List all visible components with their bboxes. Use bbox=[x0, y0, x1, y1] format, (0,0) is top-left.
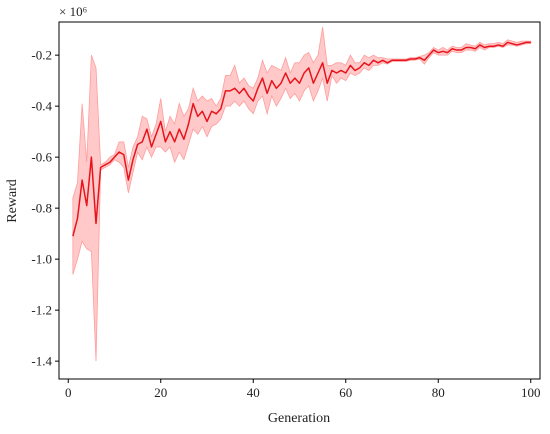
x-tick-label: 80 bbox=[432, 385, 445, 400]
y-axis-ticks: -1.4 -1.2 -1.0 -0.8 -0.6 -0.4 -0.2 bbox=[31, 48, 59, 369]
x-axis-ticks: 0 20 40 60 80 100 bbox=[65, 379, 541, 400]
x-tick-label: 60 bbox=[339, 385, 352, 400]
y-tick-label: -1.4 bbox=[31, 354, 52, 369]
variance-band-layer bbox=[72, 27, 532, 362]
x-tick-label: 100 bbox=[521, 385, 541, 400]
mean-line-layer bbox=[72, 41, 531, 237]
x-tick-label: 40 bbox=[247, 385, 260, 400]
y-tick-label: -0.4 bbox=[31, 99, 52, 114]
variance-band-0 bbox=[72, 27, 532, 362]
y-tick-label: -1.2 bbox=[31, 303, 52, 318]
x-tick-label: 20 bbox=[154, 385, 167, 400]
x-tick-label: 0 bbox=[65, 385, 72, 400]
x-axis-label: Generation bbox=[268, 411, 330, 426]
y-scale-multiplier: × 10⁶ bbox=[59, 4, 87, 19]
plot-frame bbox=[58, 21, 541, 380]
y-axis-label: Reward bbox=[5, 179, 20, 223]
y-tick-label: -1.0 bbox=[31, 252, 52, 267]
y-tick-label: -0.2 bbox=[31, 48, 52, 63]
y-tick-label: -0.8 bbox=[31, 201, 52, 216]
mean-reward-line-0 bbox=[72, 41, 531, 237]
y-tick-label: -0.6 bbox=[31, 150, 52, 165]
